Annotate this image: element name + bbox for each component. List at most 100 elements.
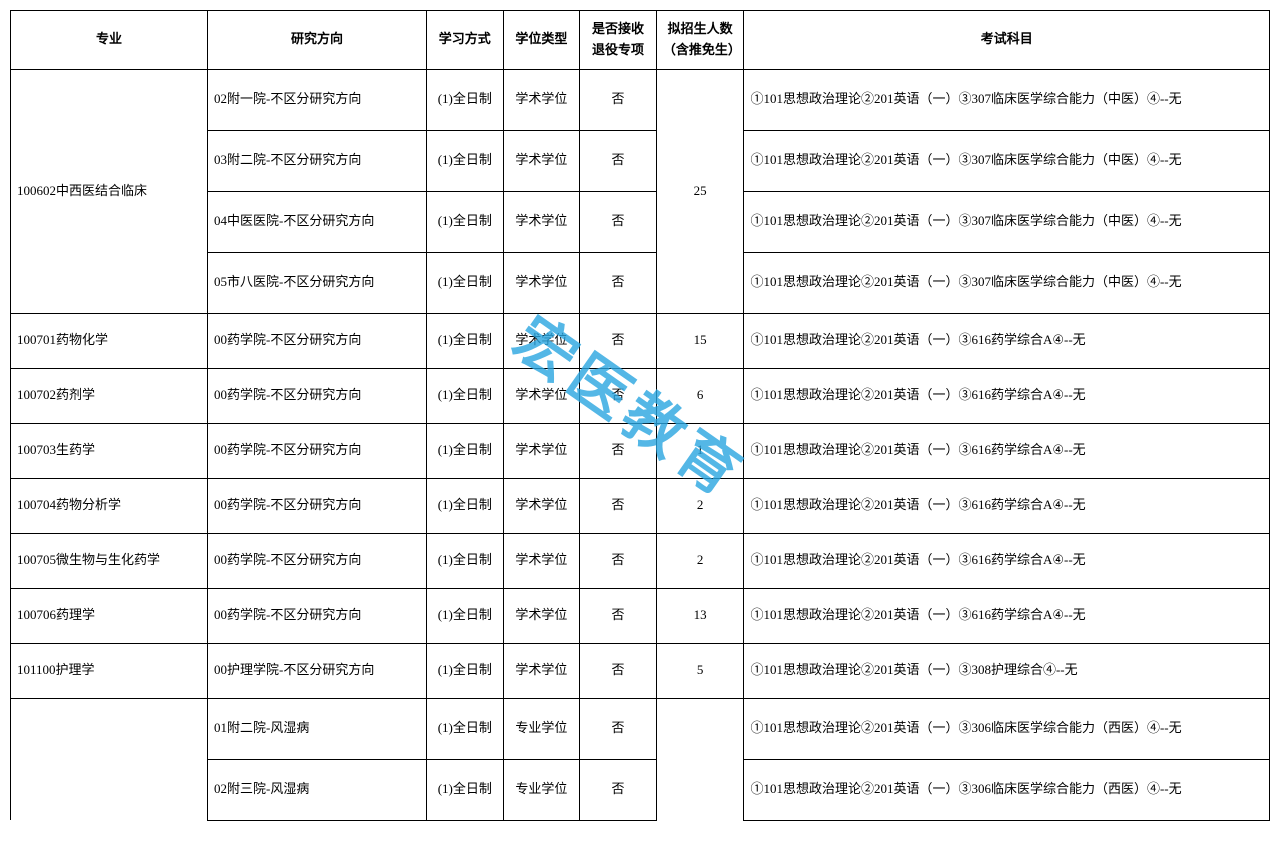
header-direction: 研究方向 bbox=[208, 11, 427, 70]
header-row: 专业 研究方向 学习方式 学位类型 是否接收退役专项 拟招生人数（含推免生） 考… bbox=[11, 11, 1270, 70]
cell-mode: (1)全日制 bbox=[427, 643, 504, 698]
cell-degree: 学术学位 bbox=[503, 191, 580, 252]
header-exam: 考试科目 bbox=[744, 11, 1270, 70]
cell-major: 100706药理学 bbox=[11, 588, 208, 643]
cell-degree: 专业学位 bbox=[503, 698, 580, 759]
cell-major: 101100护理学 bbox=[11, 643, 208, 698]
cell-direction: 00药学院-不区分研究方向 bbox=[208, 533, 427, 588]
cell-mode: (1)全日制 bbox=[427, 588, 504, 643]
cell-mode: (1)全日制 bbox=[427, 69, 504, 130]
cell-mode: (1)全日制 bbox=[427, 698, 504, 759]
cell-degree: 学术学位 bbox=[503, 130, 580, 191]
cell-mode: (1)全日制 bbox=[427, 252, 504, 313]
cell-exam: ①101思想政治理论②201英语（一）③616药学综合A④--无 bbox=[744, 313, 1270, 368]
cell-direction: 05市八医院-不区分研究方向 bbox=[208, 252, 427, 313]
cell-direction: 03附二院-不区分研究方向 bbox=[208, 130, 427, 191]
cell-accept: 否 bbox=[580, 588, 657, 643]
table-row: 100702药剂学00药学院-不区分研究方向(1)全日制学术学位否6①101思想… bbox=[11, 368, 1270, 423]
cell-mode: (1)全日制 bbox=[427, 368, 504, 423]
cell-direction: 00药学院-不区分研究方向 bbox=[208, 423, 427, 478]
cell-direction: 00药学院-不区分研究方向 bbox=[208, 588, 427, 643]
cell-accept: 否 bbox=[580, 478, 657, 533]
cell-accept: 否 bbox=[580, 759, 657, 820]
header-degree-type: 学位类型 bbox=[503, 11, 580, 70]
cell-degree: 学术学位 bbox=[503, 588, 580, 643]
cell-planned: 1 bbox=[656, 423, 744, 478]
cell-mode: (1)全日制 bbox=[427, 478, 504, 533]
cell-mode: (1)全日制 bbox=[427, 759, 504, 820]
cell-accept: 否 bbox=[580, 252, 657, 313]
cell-direction: 04中医医院-不区分研究方向 bbox=[208, 191, 427, 252]
cell-direction: 02附三院-风湿病 bbox=[208, 759, 427, 820]
cell-accept: 否 bbox=[580, 313, 657, 368]
cell-exam: ①101思想政治理论②201英语（一）③616药学综合A④--无 bbox=[744, 423, 1270, 478]
cell-direction: 00药学院-不区分研究方向 bbox=[208, 368, 427, 423]
cell-major: 100705微生物与生化药学 bbox=[11, 533, 208, 588]
cell-major: 100701药物化学 bbox=[11, 313, 208, 368]
cell-planned: 2 bbox=[656, 533, 744, 588]
cell-direction: 00药学院-不区分研究方向 bbox=[208, 478, 427, 533]
cell-exam: ①101思想政治理论②201英语（一）③306临床医学综合能力（西医）④--无 bbox=[744, 759, 1270, 820]
cell-accept: 否 bbox=[580, 130, 657, 191]
cell-direction: 02附一院-不区分研究方向 bbox=[208, 69, 427, 130]
cell-degree: 学术学位 bbox=[503, 423, 580, 478]
cell-degree: 学术学位 bbox=[503, 368, 580, 423]
cell-degree: 学术学位 bbox=[503, 478, 580, 533]
cell-mode: (1)全日制 bbox=[427, 423, 504, 478]
cell-direction: 01附二院-风湿病 bbox=[208, 698, 427, 759]
table-row: 100602中西医结合临床02附一院-不区分研究方向(1)全日制学术学位否25①… bbox=[11, 69, 1270, 130]
cell-exam: ①101思想政治理论②201英语（一）③616药学综合A④--无 bbox=[744, 478, 1270, 533]
cell-planned: 6 bbox=[656, 368, 744, 423]
cell-planned: 15 bbox=[656, 313, 744, 368]
cell-planned: 2 bbox=[656, 478, 744, 533]
cell-major: 100702药剂学 bbox=[11, 368, 208, 423]
cell-mode: (1)全日制 bbox=[427, 191, 504, 252]
cell-direction: 00护理学院-不区分研究方向 bbox=[208, 643, 427, 698]
cell-degree: 学术学位 bbox=[503, 313, 580, 368]
cell-major: 100602中西医结合临床 bbox=[11, 69, 208, 313]
cell-mode: (1)全日制 bbox=[427, 313, 504, 368]
header-accept-retired: 是否接收退役专项 bbox=[580, 11, 657, 70]
cell-accept: 否 bbox=[580, 698, 657, 759]
header-planned: 拟招生人数（含推免生） bbox=[656, 11, 744, 70]
cell-exam: ①101思想政治理论②201英语（一）③307临床医学综合能力（中医）④--无 bbox=[744, 252, 1270, 313]
cell-planned: 13 bbox=[656, 588, 744, 643]
cell-major: 100703生药学 bbox=[11, 423, 208, 478]
cell-exam: ①101思想政治理论②201英语（一）③307临床医学综合能力（中医）④--无 bbox=[744, 191, 1270, 252]
table-row: 101100护理学00护理学院-不区分研究方向(1)全日制学术学位否5①101思… bbox=[11, 643, 1270, 698]
cell-exam: ①101思想政治理论②201英语（一）③308护理综合④--无 bbox=[744, 643, 1270, 698]
table-row: 100706药理学00药学院-不区分研究方向(1)全日制学术学位否13①101思… bbox=[11, 588, 1270, 643]
cell-degree: 学术学位 bbox=[503, 69, 580, 130]
cell-exam: ①101思想政治理论②201英语（一）③616药学综合A④--无 bbox=[744, 588, 1270, 643]
cell-major: 100704药物分析学 bbox=[11, 478, 208, 533]
cell-major bbox=[11, 698, 208, 820]
cell-exam: ①101思想政治理论②201英语（一）③307临床医学综合能力（中医）④--无 bbox=[744, 130, 1270, 191]
table-row: 100701药物化学00药学院-不区分研究方向(1)全日制学术学位否15①101… bbox=[11, 313, 1270, 368]
cell-accept: 否 bbox=[580, 69, 657, 130]
cell-exam: ①101思想政治理论②201英语（一）③616药学综合A④--无 bbox=[744, 533, 1270, 588]
cell-accept: 否 bbox=[580, 643, 657, 698]
cell-mode: (1)全日制 bbox=[427, 533, 504, 588]
header-mode: 学习方式 bbox=[427, 11, 504, 70]
cell-planned: 5 bbox=[656, 643, 744, 698]
cell-accept: 否 bbox=[580, 191, 657, 252]
cell-mode: (1)全日制 bbox=[427, 130, 504, 191]
cell-degree: 专业学位 bbox=[503, 759, 580, 820]
table-row: 100703生药学00药学院-不区分研究方向(1)全日制学术学位否1①101思想… bbox=[11, 423, 1270, 478]
cell-degree: 学术学位 bbox=[503, 533, 580, 588]
cell-exam: ①101思想政治理论②201英语（一）③616药学综合A④--无 bbox=[744, 368, 1270, 423]
cell-exam: ①101思想政治理论②201英语（一）③307临床医学综合能力（中医）④--无 bbox=[744, 69, 1270, 130]
cell-accept: 否 bbox=[580, 368, 657, 423]
cell-planned bbox=[656, 698, 744, 820]
cell-planned: 25 bbox=[656, 69, 744, 313]
cell-degree: 学术学位 bbox=[503, 252, 580, 313]
table-row: 01附二院-风湿病(1)全日制专业学位否 ①101思想政治理论②201英语（一）③… bbox=[11, 698, 1270, 759]
table-row: 100705微生物与生化药学00药学院-不区分研究方向(1)全日制学术学位否2①… bbox=[11, 533, 1270, 588]
admissions-table: 专业 研究方向 学习方式 学位类型 是否接收退役专项 拟招生人数（含推免生） 考… bbox=[10, 10, 1270, 821]
cell-accept: 否 bbox=[580, 423, 657, 478]
cell-direction: 00药学院-不区分研究方向 bbox=[208, 313, 427, 368]
cell-exam: ①101思想政治理论②201英语（一）③306临床医学综合能力（西医）④--无 bbox=[744, 698, 1270, 759]
table-row: 100704药物分析学00药学院-不区分研究方向(1)全日制学术学位否2①101… bbox=[11, 478, 1270, 533]
header-major: 专业 bbox=[11, 11, 208, 70]
cell-accept: 否 bbox=[580, 533, 657, 588]
